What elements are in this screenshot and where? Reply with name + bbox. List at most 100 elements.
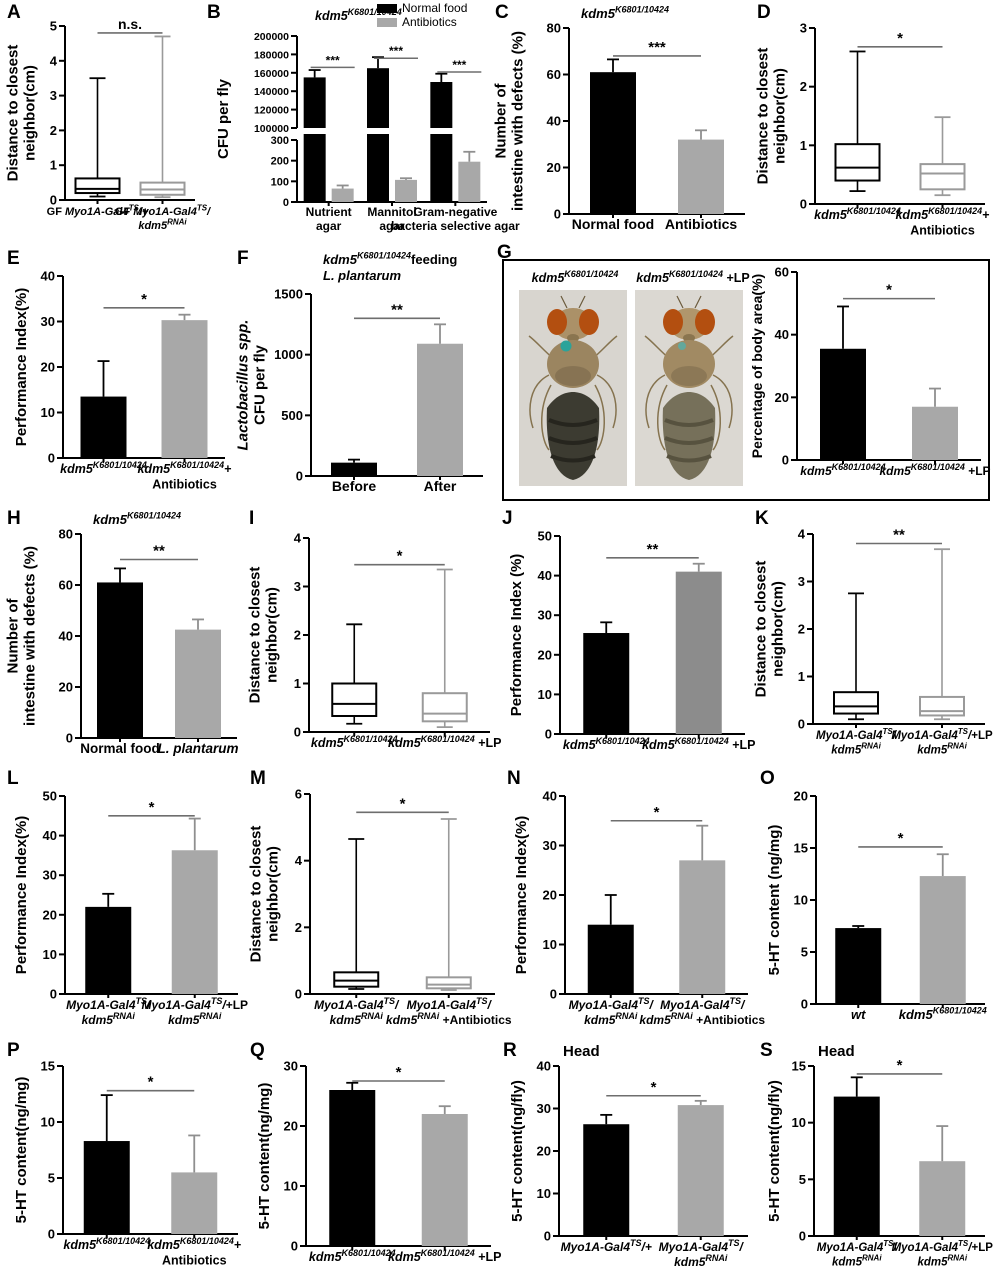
y-tick-label: 2: [800, 79, 807, 94]
panel-letter-J: J: [502, 508, 513, 529]
y-tick-label: 5: [50, 19, 57, 34]
box: [834, 143, 881, 182]
y-tick-label: 0: [48, 451, 55, 466]
category-label: kdm5RNAi: [82, 1011, 136, 1027]
category-label: L. plantarum: [157, 741, 238, 756]
bar: [587, 924, 634, 994]
y-axis-label-group: Performance Index (%): [508, 554, 525, 717]
panel-C: C 0 20 40 60 80 Number of intestine with defect…: [493, 2, 755, 244]
sig-label: *: [897, 1057, 903, 1074]
y-axis-label: neighbor(cm): [265, 846, 282, 942]
y-tick-label: 30: [43, 868, 57, 883]
sig-label: **: [153, 543, 165, 560]
bar: [367, 68, 389, 128]
category-label: kdm5K6801/10424+: [137, 460, 231, 476]
y-tick-label: 60: [547, 67, 561, 82]
bar: [161, 320, 208, 458]
y-tick-label: 2: [50, 123, 57, 138]
category-label: GF Myo1A-Gal4TS/: [115, 203, 212, 218]
panel-K: K 0 1 2 3 4 Distance to closest neighbor(cm) Myo…: [753, 508, 995, 768]
chart-title: kdm5K6801/10424feeding: [323, 251, 457, 267]
fly-abdomen-band: [666, 454, 712, 463]
category-label: Myo1A-Gal4TS/+LP: [892, 1239, 994, 1254]
photo-box-border: [502, 259, 990, 501]
y-tick-label: 10: [41, 1115, 55, 1130]
chart-B: 100000 120000 140000 160000 180000 200000 0 100…: [215, 1, 520, 233]
fly-eye: [663, 309, 683, 335]
panel-B: B 100000 120000 140000 160000 180000 200000 0 10…: [205, 1, 520, 244]
panel-L: L 0 10 20 30 40 50 Performance Index(%) Myo1A-Ga…: [5, 768, 248, 1040]
panel-J: J 0 10 20 30 40 50 Performance Index (%) kdm5K68…: [500, 508, 755, 768]
y-tick-label: 10: [43, 947, 57, 962]
bar: [430, 82, 453, 128]
fly-leg: [657, 384, 668, 451]
panel-M: M 0 2 4 6 Distance to closest neighbor(cm) Myo1…: [248, 768, 512, 1040]
y-tick-label: 20: [794, 789, 808, 804]
y-axis-label: Lactobacillus spp.: [235, 320, 252, 451]
panel-letter-E: E: [7, 248, 20, 269]
sig-label: *: [651, 1079, 657, 1096]
y-tick-label: 5: [801, 945, 808, 960]
y-axis-label: Performance Index(%): [13, 288, 30, 446]
y-axis-label: Performance Index(%): [13, 816, 30, 974]
y-tick-label: 10: [41, 405, 55, 420]
y-tick-label: 40: [537, 1059, 551, 1074]
y-tick-label: 40: [43, 828, 57, 843]
sig-label: **: [647, 541, 659, 558]
fly-eye: [579, 309, 599, 335]
panel-D: D 0 1 2 3 Distance to closest neighbor(cm) kdm5…: [755, 2, 995, 250]
bar: [83, 1141, 130, 1234]
y-tick-label: 4: [294, 531, 302, 546]
y-axis-label: neighbor(cm): [772, 68, 789, 164]
y-tick-label: 10: [794, 893, 808, 908]
sig-label: *: [898, 830, 904, 847]
chart-M: 0 2 4 6 Distance to closest neighbor(cm) Myo1A…: [248, 787, 512, 1028]
box: [425, 976, 472, 990]
category-label: agar: [316, 219, 342, 233]
y-axis-label: 5-HT content(ng/fly): [509, 1080, 526, 1222]
y-axis-label-group: Distance to closest neighbor(cm): [248, 826, 282, 963]
y-tick-label: 40: [538, 568, 552, 583]
legend-label: Antibiotics: [402, 15, 457, 29]
y-tick-label: 0: [296, 469, 303, 484]
category-label: kdm5RNAi +Antibiotics: [639, 1011, 765, 1027]
y-tick-label: 40: [59, 629, 73, 644]
y-axis-label-group: 5-HT content(ng/mg): [13, 1077, 30, 1224]
y-axis-label-group: Performance Index(%): [13, 816, 30, 974]
y-tick-label: 4: [798, 527, 806, 542]
fly-proboscis: [567, 334, 579, 342]
category-label: kdm5RNAi: [138, 217, 187, 232]
y-tick-label: 120000: [254, 105, 289, 117]
y-tick-label: 0: [50, 193, 57, 208]
category-label: kdm5K6801/10424: [60, 460, 147, 476]
panel-letter-K: K: [755, 508, 769, 529]
y-tick-label: 80: [547, 21, 561, 36]
y-tick-label: 40: [41, 269, 55, 284]
photo-label: kdm5K6801/10424 +LP: [636, 269, 749, 285]
category-label: Myo1A-Gal4TS/: [660, 996, 746, 1012]
panel-P: P 0 5 10 15 5-HT content(ng/mg) kdm5K6801/1042…: [5, 1040, 248, 1280]
y-tick-label: 0: [545, 727, 552, 742]
panel-letter-M: M: [250, 768, 266, 789]
panel-letter-B: B: [207, 2, 221, 23]
fly-abdomen-band: [548, 436, 598, 445]
y-tick-label: 0: [66, 731, 73, 746]
panel-H: H 0 20 40 60 80 Number of intestine with defect…: [5, 508, 247, 768]
bar: [833, 1096, 880, 1236]
fly-leg: [594, 384, 605, 451]
bar: [97, 582, 143, 738]
y-axis-label: 5-HT content(ng/mg): [256, 1083, 273, 1230]
category-label: kdm5RNAi: [674, 1253, 728, 1269]
y-axis-label-group: Distance to closest neighbor(cm): [753, 561, 787, 698]
chart-title: kdm5K6801/10424: [93, 511, 181, 527]
category-label: Myo1A-Gal4TS/: [816, 727, 898, 742]
y-axis-label-group: 5-HT content(ng/fly): [509, 1080, 526, 1222]
category-label: Gram-negative: [413, 205, 497, 219]
y-axis-label: Distance to closest: [5, 45, 22, 182]
sig-label: *: [148, 1074, 154, 1091]
chart-H: 0 20 40 60 80 Number of intestine with defects…: [5, 511, 239, 756]
y-tick-label: 4: [50, 53, 58, 68]
panel-letter-R: R: [503, 1040, 517, 1061]
chart-A: 0 1 2 3 4 5 Distance to closest neighbor(cm) GF …: [5, 16, 213, 232]
category-label: kdm5RNAi: [917, 742, 967, 757]
